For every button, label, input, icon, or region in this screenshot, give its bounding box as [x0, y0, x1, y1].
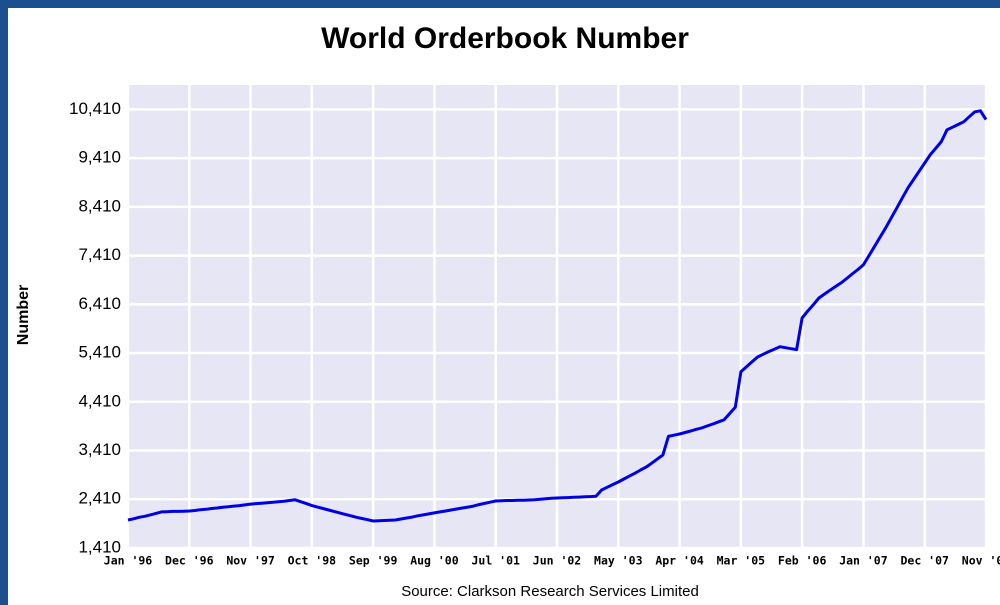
y-tick-label: 5,410 — [78, 343, 121, 362]
data-line — [127, 109, 988, 523]
y-axis-label: Number — [15, 285, 32, 345]
x-tick-label: Jul '01 — [471, 554, 520, 568]
x-tick-label: Jun '02 — [533, 554, 581, 568]
y-tick-label: 8,410 — [78, 196, 121, 215]
y-tick-label: 2,410 — [78, 489, 121, 508]
x-tick-label: May '03 — [594, 554, 643, 568]
chart-title: World Orderbook Number — [321, 22, 689, 55]
x-tick-label: Nov '08 — [962, 554, 1000, 568]
x-tick-label: Feb '06 — [778, 554, 827, 568]
y-tick-label: 1,410 — [78, 537, 121, 556]
source-note: Source: Clarkson Research Services Limit… — [401, 583, 699, 600]
y-tick-label: 10,410 — [69, 99, 121, 118]
x-tick-label: Jan '96 — [104, 554, 153, 568]
x-tick-label: Nov '97 — [226, 554, 275, 568]
x-tick-label: Dec '96 — [165, 554, 214, 568]
x-tick-label: Jan '07 — [839, 554, 888, 568]
x-tick-label: Sep '99 — [349, 554, 398, 568]
x-tick-label: Aug '00 — [410, 554, 459, 568]
y-tick-label: 3,410 — [78, 440, 121, 459]
y-tick-label: 4,410 — [78, 391, 121, 410]
y-tick-label: 9,410 — [78, 148, 121, 167]
x-tick-label: Apr '04 — [655, 554, 704, 568]
y-tick-label: 6,410 — [78, 294, 121, 313]
x-tick-label: Dec '07 — [900, 554, 949, 568]
x-tick-label: Oct '98 — [288, 554, 337, 568]
x-tick-label: Mar '05 — [717, 554, 766, 568]
y-tick-label: 7,410 — [78, 245, 121, 264]
